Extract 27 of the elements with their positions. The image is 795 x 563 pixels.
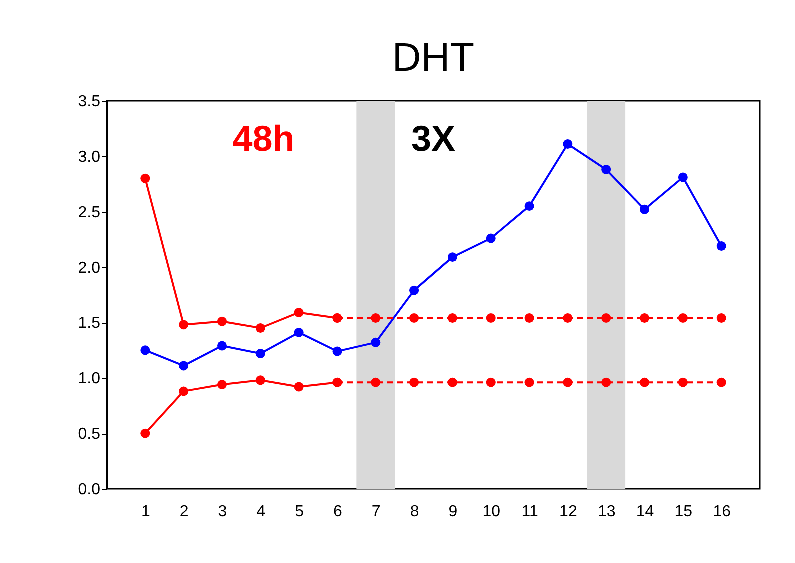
x-tick-label: 8 [410, 504, 420, 520]
y-tick-label: 2.5 [78, 204, 101, 222]
chart-title: DHT [392, 36, 475, 80]
x-tick-label: 11 [522, 504, 538, 520]
x-tick-label: 6 [334, 504, 343, 520]
y-tick-label: 0.5 [78, 426, 101, 444]
x-tick-label: 1 [141, 504, 150, 520]
y-tick-label: 1.0 [78, 370, 101, 388]
y-tick-label: 2.0 [78, 260, 101, 277]
x-tick-label: 3 [218, 504, 228, 520]
x-tick-label: 12 [560, 504, 578, 520]
x-tick-label: 14 [636, 504, 654, 520]
x-tick-label: 15 [674, 504, 693, 520]
x-tick-label: 4 [256, 504, 266, 520]
annotation: 48h [232, 118, 295, 159]
y-tick-label: 3.0 [78, 148, 101, 166]
x-tick-label: 16 [713, 504, 732, 520]
x-tick-label: 9 [448, 504, 458, 520]
y-tick-label: 1.5 [78, 315, 101, 332]
x-tick-label: 2 [180, 504, 189, 520]
x-tick-label: 5 [295, 504, 304, 520]
y-tick-label: 3.5 [78, 94, 101, 110]
x-tick-label: 13 [598, 504, 616, 520]
y-tick-label: 0.0 [78, 482, 101, 498]
x-tick-label: 10 [482, 504, 501, 520]
x-tick-label: 7 [372, 504, 381, 520]
annotation: 3X [411, 118, 456, 159]
